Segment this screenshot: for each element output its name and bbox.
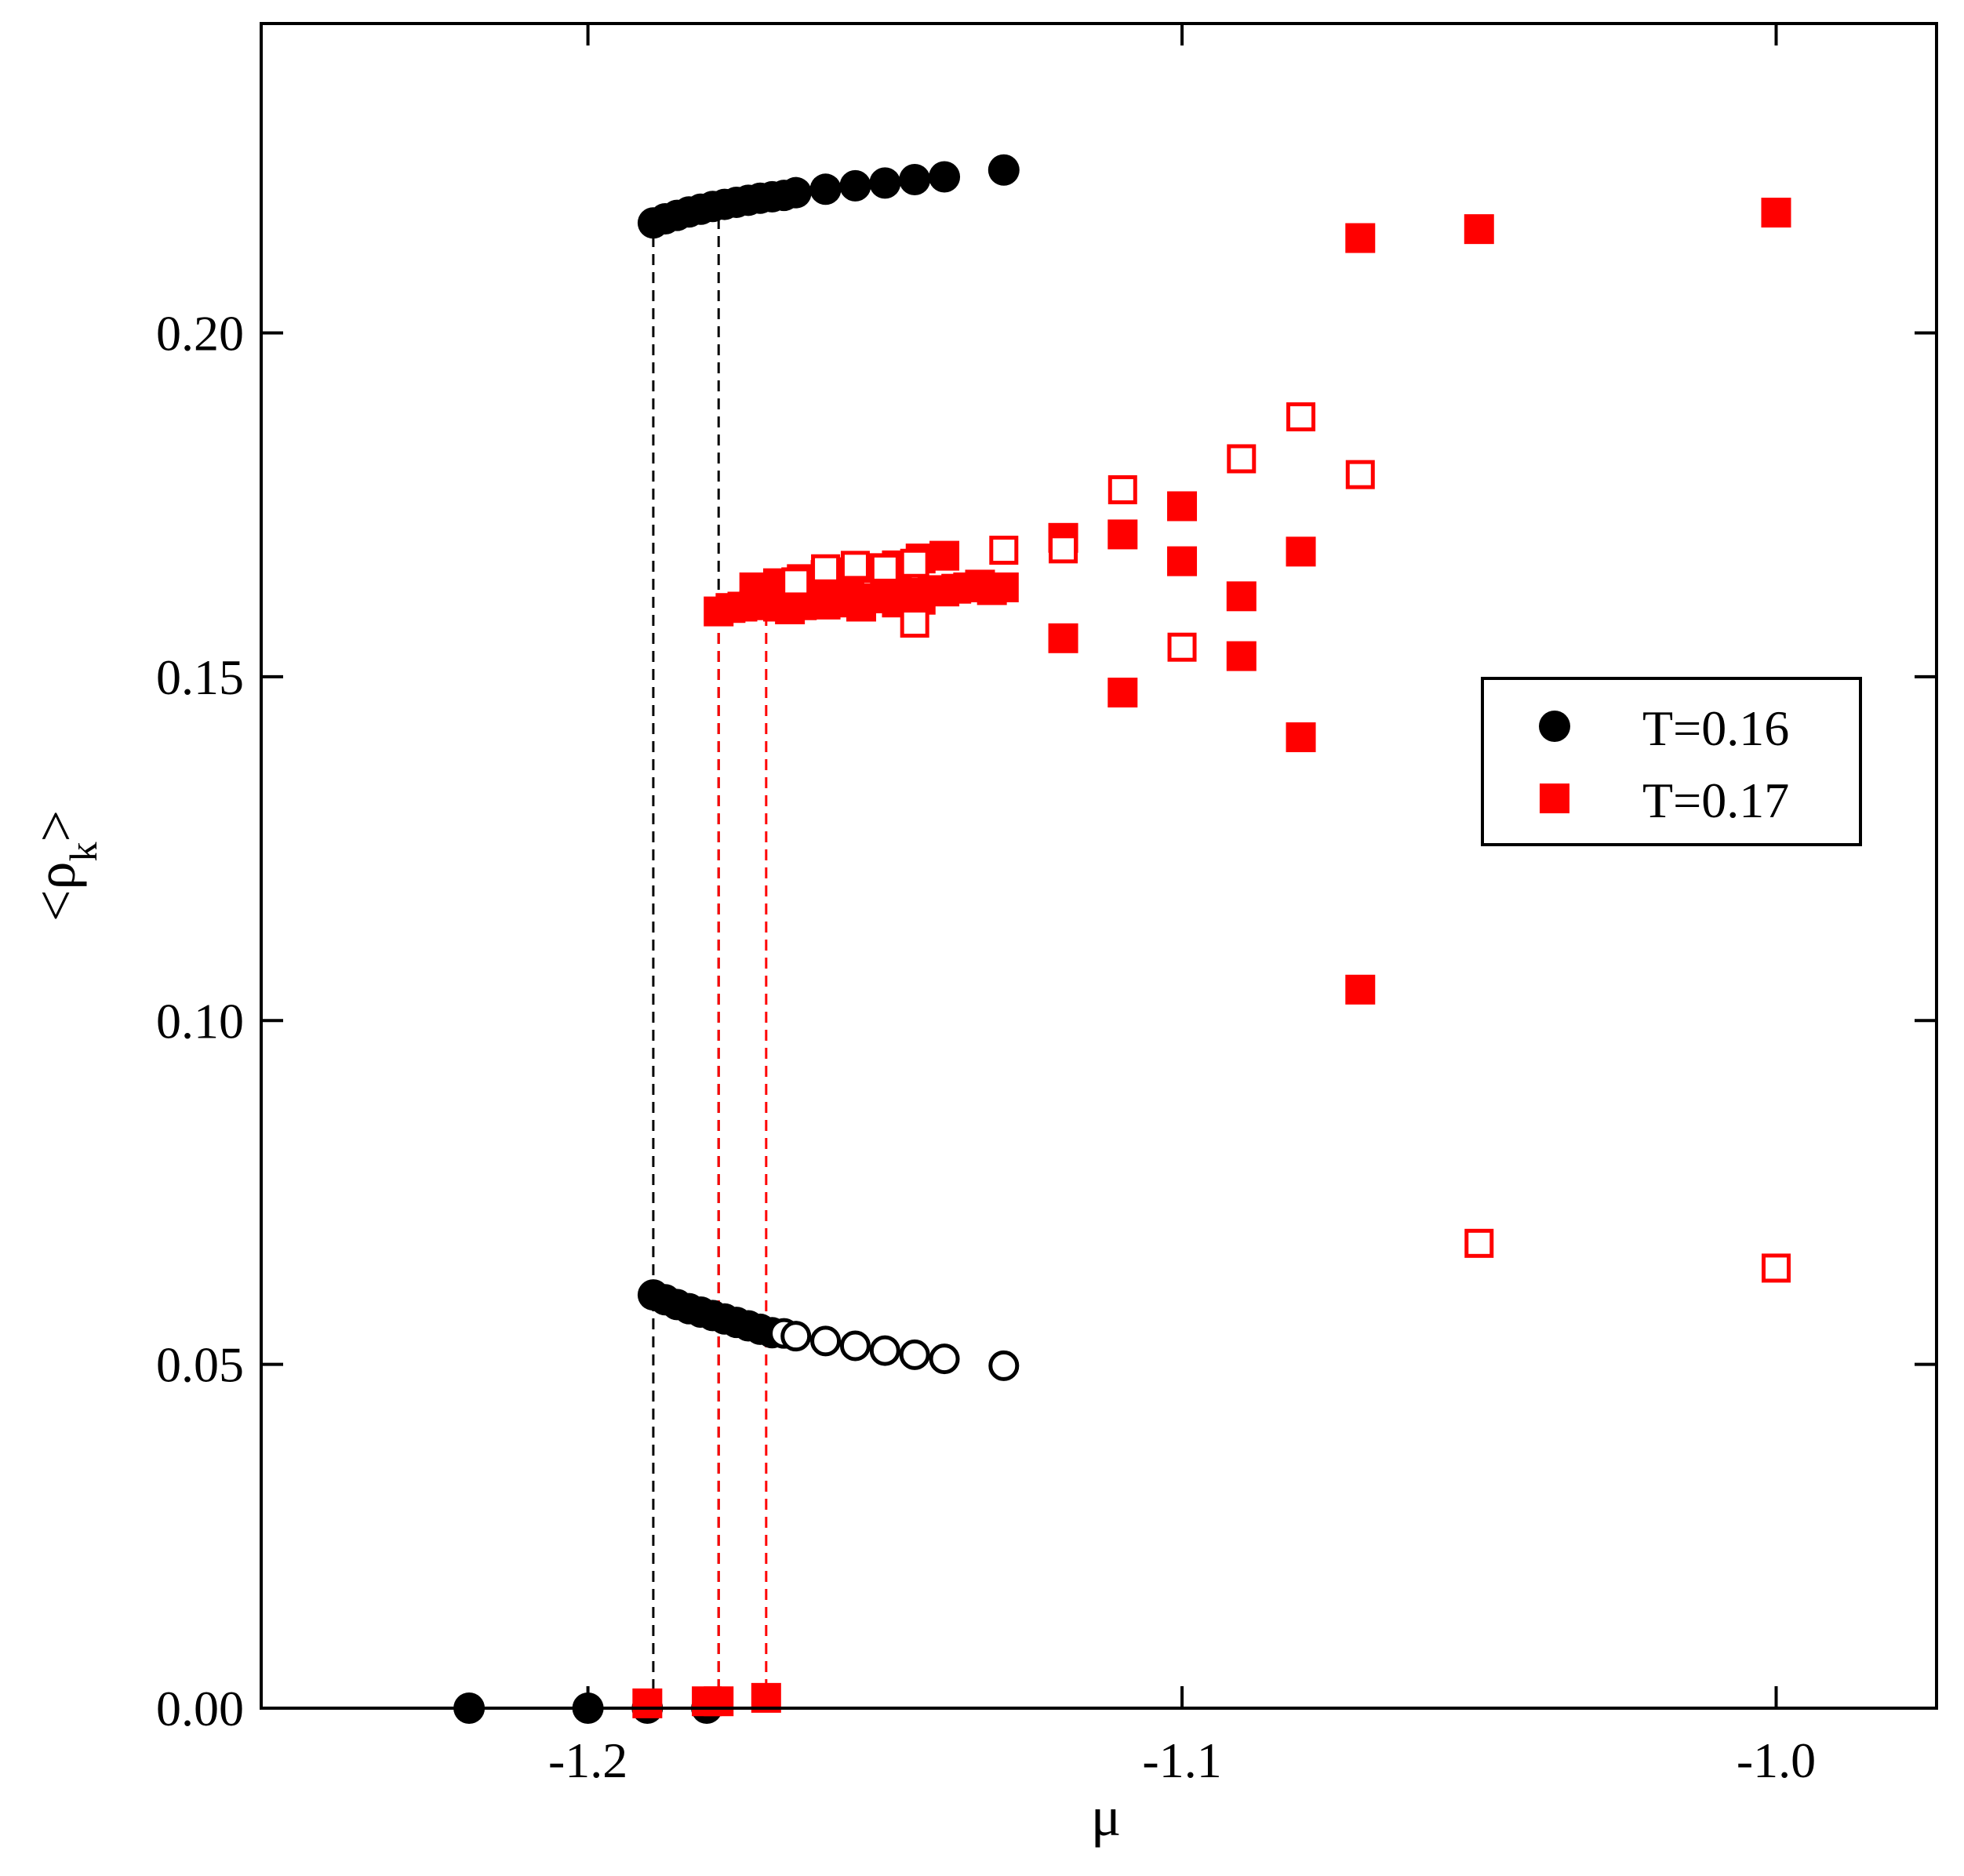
data-point-square xyxy=(781,567,811,597)
tick-labels: -1.2 -1.1 -1.0 0.00 0.05 0.10 0.15 0.20 xyxy=(156,306,1816,1788)
data-point-square xyxy=(929,540,960,571)
data-point-square xyxy=(1761,1253,1791,1283)
data-point-square xyxy=(1345,223,1376,253)
legend-box xyxy=(1481,677,1862,846)
data-point-circle xyxy=(899,164,931,196)
data-point-square xyxy=(1107,519,1138,550)
data-point-square xyxy=(1464,1228,1494,1258)
legend: T=0.16 T=0.17 xyxy=(1481,677,1862,846)
legend-marker-square xyxy=(1540,783,1569,813)
x-tick-label: -1.0 xyxy=(1737,1732,1816,1788)
data-point-square xyxy=(1107,678,1138,708)
data-point-circle xyxy=(780,1321,812,1352)
y-tick-label: 0.15 xyxy=(156,649,244,705)
data-point-square xyxy=(1049,534,1078,564)
x-tick-label: -1.1 xyxy=(1142,1732,1221,1788)
data-point-square xyxy=(704,1686,734,1717)
data-point-circle xyxy=(987,154,1020,186)
data-point-circle xyxy=(929,1343,960,1375)
data-point-square xyxy=(1345,460,1375,489)
plot-frame xyxy=(260,22,1938,1710)
y-axis-label-main: <ρ xyxy=(24,862,87,922)
data-point-square xyxy=(1464,214,1494,245)
data-point-circle xyxy=(810,1325,842,1357)
data-point-square xyxy=(840,551,870,580)
y-tick-label: 0.00 xyxy=(156,1681,244,1736)
y-axis-label-close: > xyxy=(24,810,87,842)
data-point-circle xyxy=(809,173,842,205)
legend-label-t017: T=0.17 xyxy=(1642,773,1789,828)
legend-marker-circle xyxy=(1539,711,1570,742)
data-point-square xyxy=(1167,632,1197,662)
y-tick-label: 0.05 xyxy=(156,1337,244,1393)
data-point-square xyxy=(1286,536,1316,567)
data-point-circle xyxy=(869,1335,900,1366)
data-point-square xyxy=(900,548,929,578)
reference-lines xyxy=(652,204,768,1708)
data-point-square xyxy=(988,572,1019,602)
data-point-square xyxy=(989,536,1019,565)
data-point-circle xyxy=(869,167,901,199)
data-point-square xyxy=(1167,546,1198,576)
data-point-square xyxy=(811,554,841,584)
y-tick-label: 0.10 xyxy=(156,993,244,1049)
data-point-square xyxy=(870,553,900,583)
y-tick-label: 0.20 xyxy=(156,306,244,362)
series-t-0-16-open xyxy=(769,1318,1020,1381)
data-point-circle xyxy=(780,176,812,209)
x-tick-label: -1.2 xyxy=(548,1732,627,1788)
data-point-square xyxy=(1226,641,1257,671)
data-point-circle xyxy=(839,169,871,202)
data-point-circle xyxy=(988,1350,1020,1381)
y-axis-label: <ρk> xyxy=(24,810,105,922)
legend-label-t016: T=0.16 xyxy=(1642,700,1789,756)
series-t-0-17-open xyxy=(781,402,1791,1283)
data-point-square xyxy=(1286,722,1316,753)
data-point-square xyxy=(1761,198,1791,228)
data-point-circle xyxy=(929,161,961,193)
data-point-circle xyxy=(839,1330,871,1362)
data-point-square xyxy=(1345,974,1376,1005)
data-point-square xyxy=(1286,402,1316,431)
data-point-square xyxy=(1167,491,1198,522)
data-point-square xyxy=(900,609,929,638)
data-point-circle xyxy=(899,1339,930,1370)
data-point-square xyxy=(632,1688,663,1718)
data-point-square xyxy=(1107,474,1137,504)
y-axis-label-sub: k xyxy=(61,842,105,862)
data-markers xyxy=(453,154,1791,1724)
x-axis-label: μ xyxy=(1091,1785,1122,1848)
data-point-square xyxy=(1048,623,1078,653)
data-point-square xyxy=(1226,581,1257,612)
series-t-0-16-filled xyxy=(453,154,1020,1724)
data-point-square xyxy=(1227,444,1257,474)
